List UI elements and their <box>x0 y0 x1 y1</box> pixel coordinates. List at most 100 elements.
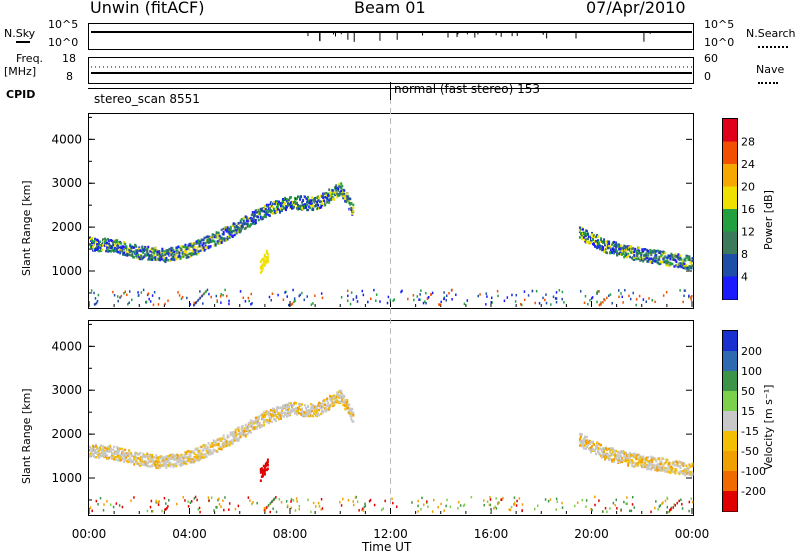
echo-point <box>578 226 581 229</box>
echo-point <box>297 411 300 414</box>
echo-point <box>260 269 263 273</box>
echo-point <box>688 464 691 468</box>
echo-point <box>625 457 628 461</box>
echo-point <box>326 200 329 204</box>
echo-point <box>285 205 288 209</box>
echo-point <box>336 186 339 190</box>
echo-point <box>320 204 323 207</box>
echo-point <box>342 403 345 407</box>
echo-point <box>143 249 146 252</box>
ground-scatter-point <box>199 290 201 293</box>
echo-point <box>181 460 184 463</box>
echo-point <box>145 460 148 464</box>
colorbar-swatch <box>723 471 737 492</box>
echo-point <box>160 257 163 261</box>
ground-scatter-point <box>624 289 626 292</box>
echo-point <box>582 236 585 239</box>
echo-point <box>170 456 173 459</box>
echo-point <box>136 255 139 259</box>
echo-point <box>338 194 341 197</box>
echo-point <box>218 234 221 238</box>
echo-point <box>590 238 593 242</box>
echo-point <box>315 202 318 205</box>
ground-scatter-point <box>91 509 93 513</box>
colorbar-swatch <box>723 411 737 432</box>
ground-scatter-point <box>463 503 466 507</box>
echo-point <box>232 229 235 233</box>
echo-point <box>307 199 310 203</box>
echo-point <box>188 242 191 246</box>
echo-point <box>273 202 276 206</box>
echo-point <box>626 453 629 457</box>
echo-point <box>583 437 586 440</box>
echo-point <box>247 219 250 222</box>
echo-point <box>234 230 237 234</box>
echo-point <box>251 211 254 214</box>
echo-point <box>624 452 627 455</box>
ground-scatter-point <box>237 504 240 508</box>
ground-scatter-point <box>555 508 557 511</box>
echo-point <box>332 197 335 201</box>
echo-point <box>331 191 334 194</box>
echo-point <box>258 211 261 214</box>
ground-scatter-point <box>151 294 154 297</box>
echo-point <box>255 427 258 430</box>
echo-point <box>187 449 190 453</box>
echo-point <box>199 455 202 458</box>
echo-point <box>317 203 320 207</box>
echo-point <box>281 205 284 208</box>
echo-point <box>263 415 266 418</box>
ground-scatter-point <box>412 294 415 297</box>
ground-scatter-point <box>278 498 281 501</box>
echo-point <box>667 462 670 466</box>
echo-point <box>266 210 269 214</box>
ground-scatter-point <box>655 500 657 503</box>
echo-point <box>639 455 642 458</box>
echo-point <box>602 246 605 249</box>
echo-point <box>233 436 236 440</box>
echo-point <box>636 254 639 258</box>
echo-point <box>134 451 137 455</box>
echo-point <box>320 412 323 416</box>
echo-point <box>274 409 277 412</box>
echo-point <box>200 445 203 449</box>
echo-point <box>676 463 679 466</box>
echo-point <box>628 247 631 251</box>
ground-scatter-point <box>666 496 668 500</box>
x-tick-label: 16:00 <box>474 527 509 541</box>
echo-point <box>660 254 663 257</box>
echo-point <box>193 246 196 249</box>
echo-point <box>660 467 663 470</box>
echo-point <box>675 260 678 264</box>
echo-point <box>580 226 583 230</box>
echo-point <box>599 443 602 447</box>
echo-point <box>136 250 139 253</box>
echo-point <box>584 238 587 241</box>
ground-scatter-point <box>556 500 559 504</box>
echo-point <box>679 470 682 473</box>
echo-point <box>651 457 654 461</box>
echo-point <box>193 248 196 251</box>
echo-point <box>228 230 231 234</box>
echo-point <box>141 463 144 467</box>
echo-point <box>641 248 644 251</box>
echo-point <box>251 213 254 216</box>
echo-point <box>347 195 350 198</box>
echo-point <box>255 416 258 419</box>
echo-point <box>116 452 119 456</box>
ground-scatter-point <box>290 506 293 510</box>
echo-point <box>194 455 197 459</box>
ground-scatter-point <box>121 505 124 509</box>
echo-point <box>302 198 305 202</box>
echo-point <box>101 454 104 458</box>
echo-point <box>257 212 260 216</box>
echo-point <box>582 232 585 236</box>
echo-point <box>309 201 312 205</box>
echo-point <box>642 249 645 253</box>
echo-point <box>344 398 347 402</box>
echo-point <box>264 215 267 219</box>
echo-point <box>632 251 635 254</box>
echo-point <box>180 244 183 248</box>
echo-point <box>676 263 679 267</box>
echo-point <box>684 471 687 475</box>
